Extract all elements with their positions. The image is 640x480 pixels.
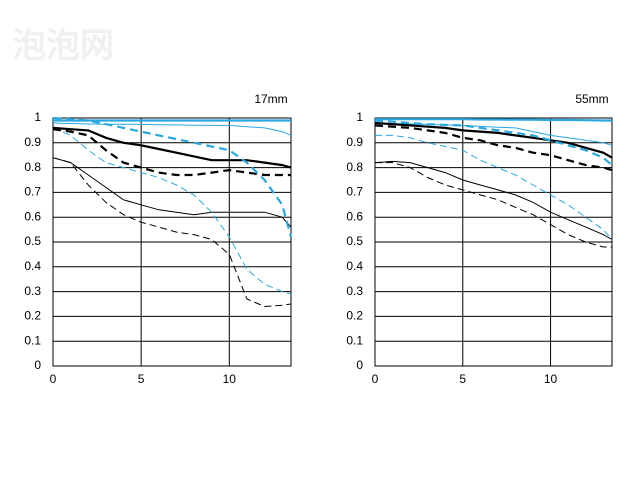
mtf-line	[375, 118, 612, 122]
y-tick-label: 0.3	[346, 284, 363, 298]
y-tick-label: 0.9	[24, 135, 41, 149]
mtf-line	[374, 121, 613, 159]
y-tick-label: 1	[356, 110, 363, 124]
mtf-line	[52, 126, 292, 169]
y-tick-label: 0.9	[346, 135, 363, 149]
y-tick-label: 1	[34, 110, 41, 124]
chart-title: 55mm	[575, 92, 608, 106]
x-tick-label: 5	[138, 372, 145, 386]
plot-frame	[374, 117, 613, 367]
y-tick-label: 0.3	[24, 284, 41, 298]
mtf-line	[375, 162, 612, 248]
x-tick-label: 10	[544, 372, 558, 386]
x-tick-label: 5	[459, 372, 466, 386]
y-tick-label: 0.7	[24, 185, 41, 199]
y-tick-label: 0.5	[24, 234, 41, 248]
mtf-line	[374, 124, 613, 172]
y-tick-label: 0.2	[346, 309, 363, 323]
chart-title: 17mm	[254, 92, 287, 106]
x-tick-label: 0	[372, 372, 379, 386]
y-tick-label: 0.6	[346, 209, 363, 223]
y-tick-label: 0.8	[346, 160, 363, 174]
plot-frame	[52, 117, 292, 367]
mtf-line	[374, 160, 613, 240]
mtf-line	[52, 127, 292, 295]
mtf-line	[52, 128, 291, 177]
y-tick-label: 0.5	[346, 234, 363, 248]
x-tick-label: 10	[223, 372, 237, 386]
y-tick-label: 0.4	[24, 259, 41, 273]
mtf-line	[52, 122, 292, 136]
mtf-line	[52, 157, 292, 308]
x-tick-label: 0	[50, 372, 57, 386]
y-tick-label: 0	[34, 358, 41, 372]
mtf-line	[374, 119, 613, 166]
mtf-line	[52, 116, 293, 238]
y-tick-label: 0.6	[24, 209, 41, 223]
y-tick-label: 0.1	[24, 333, 41, 347]
mtf-line	[375, 134, 613, 240]
mtf-line	[52, 157, 292, 228]
y-tick-label: 0	[356, 358, 363, 372]
y-tick-label: 0.1	[346, 333, 363, 347]
watermark: 泡泡网	[12, 27, 114, 65]
y-tick-label: 0.7	[346, 185, 363, 199]
y-tick-label: 0.2	[24, 309, 41, 323]
y-tick-label: 0.8	[24, 160, 41, 174]
y-tick-label: 0.4	[346, 259, 363, 273]
